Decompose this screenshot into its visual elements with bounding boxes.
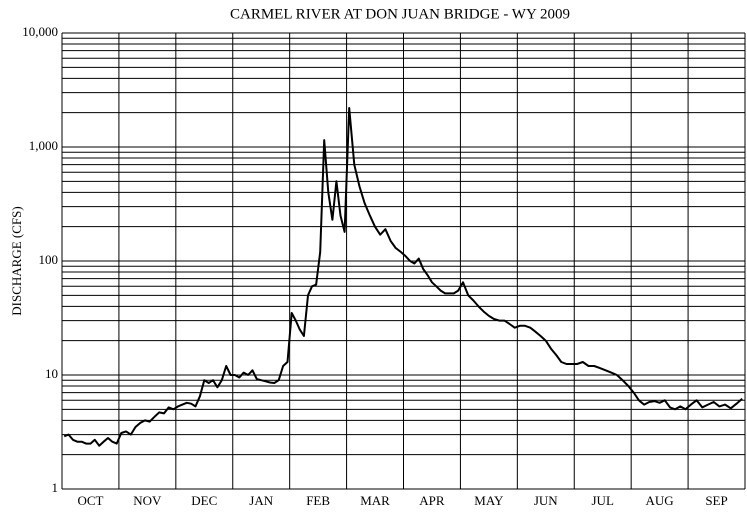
x-tick-label: SEP: [705, 493, 727, 508]
y-tick-label: 1: [52, 480, 59, 495]
chart-title: CARMEL RIVER AT DON JUAN BRIDGE - WY 200…: [230, 6, 570, 22]
x-tick-label: MAY: [474, 493, 504, 508]
y-axis-label: DISCHARGE (CFS): [9, 206, 24, 315]
x-tick-label: DEC: [191, 493, 217, 508]
y-tick-label: 10: [45, 366, 58, 381]
x-tick-label: FEB: [306, 493, 330, 508]
x-tick-label: JUN: [534, 493, 558, 508]
x-tick-label: JAN: [249, 493, 273, 508]
x-tick-label: APR: [419, 493, 445, 508]
x-tick-label: NOV: [133, 493, 162, 508]
x-tick-label: AUG: [646, 493, 674, 508]
x-tick-label: OCT: [77, 493, 103, 508]
y-tick-label: 100: [39, 252, 59, 267]
discharge-line: [63, 107, 743, 447]
x-tick-label: MAR: [360, 493, 390, 508]
y-tick-label: 1,000: [29, 138, 58, 153]
y-tick-label: 10,000: [22, 24, 58, 39]
x-tick-label: JUL: [592, 493, 614, 508]
